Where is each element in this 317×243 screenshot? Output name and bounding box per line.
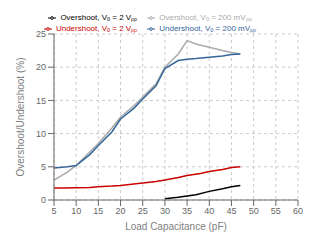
svg-text:25: 25 (36, 29, 46, 39)
svg-text:50: 50 (249, 206, 259, 216)
svg-text:60: 60 (293, 206, 303, 216)
svg-text:5: 5 (51, 206, 56, 216)
svg-text:35: 35 (182, 206, 192, 216)
svg-text:45: 45 (226, 206, 236, 216)
svg-text:30: 30 (160, 206, 170, 216)
svg-text:55: 55 (271, 206, 281, 216)
svg-text:20: 20 (36, 62, 46, 72)
html-text:Overshoot, Vₒ = 200 mVₚₚ: Overshoot, Vₒ = 200 mVₚₚ (159, 13, 252, 22)
svg-text:0: 0 (41, 195, 46, 205)
svg-text:25: 25 (138, 206, 148, 216)
svg-text:15: 15 (36, 96, 46, 106)
svg-text:10: 10 (36, 129, 46, 139)
svg-text:Overshoot/Undershoot (%): Overshoot/Undershoot (%) (15, 58, 26, 177)
svg-text:Load Capacitance (pF): Load Capacitance (pF) (125, 221, 227, 232)
svg-text:10: 10 (71, 206, 81, 216)
svg-text:40: 40 (204, 206, 214, 216)
svg-text:5: 5 (41, 162, 46, 172)
svg-text:20: 20 (116, 206, 126, 216)
html-text:Overshoot, Vₒ = 2 Vₚₚ: Overshoot, Vₒ = 2 Vₚₚ (60, 13, 138, 22)
svg-text:15: 15 (93, 206, 103, 216)
html-text:Undershoot, Vₒ = 2 Vₚₚ: Undershoot, Vₒ = 2 Vₚₚ (55, 24, 138, 33)
html-text:Undershoot, Vₒ = 200 mVₚₚ: Undershoot, Vₒ = 200 mVₚₚ (159, 24, 257, 33)
